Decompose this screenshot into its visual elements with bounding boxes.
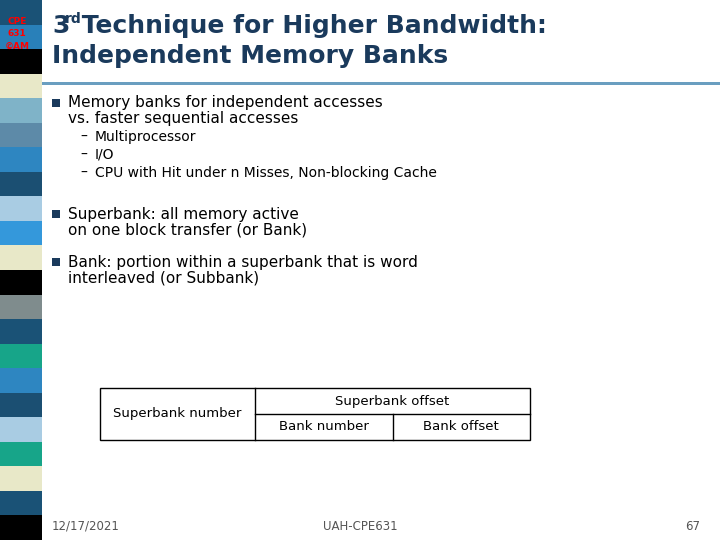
Text: Bank number: Bank number — [279, 421, 369, 434]
Bar — [0, 24, 42, 49]
Text: 67: 67 — [685, 519, 700, 532]
Bar — [0, 147, 42, 172]
Bar — [0, 49, 42, 73]
Text: Superbank number: Superbank number — [113, 408, 242, 421]
Bar — [0, 270, 42, 294]
Text: Technique for Higher Bandwidth:: Technique for Higher Bandwidth: — [73, 14, 547, 38]
Bar — [42, 82, 720, 85]
Text: Independent Memory Banks: Independent Memory Banks — [52, 44, 448, 68]
Text: UAH-CPE631: UAH-CPE631 — [323, 519, 397, 532]
Bar — [0, 0, 42, 24]
Bar — [0, 319, 42, 343]
Text: Bank: portion within a superbank that is word: Bank: portion within a superbank that is… — [68, 254, 418, 269]
Text: vs. faster sequential accesses: vs. faster sequential accesses — [68, 111, 298, 126]
Bar — [100, 388, 530, 440]
Text: Bank offset: Bank offset — [423, 421, 499, 434]
Bar — [0, 343, 42, 368]
Text: rd: rd — [65, 12, 82, 26]
Bar — [0, 516, 42, 540]
Bar — [0, 368, 42, 393]
Bar — [0, 197, 42, 221]
Bar — [0, 123, 42, 147]
Text: CPE: CPE — [7, 17, 27, 26]
Text: 12/17/2021: 12/17/2021 — [52, 519, 120, 532]
Bar — [0, 294, 42, 319]
Bar — [52, 210, 60, 218]
Text: Superbank: all memory active: Superbank: all memory active — [68, 206, 299, 221]
Bar — [0, 442, 42, 467]
Bar — [52, 99, 60, 107]
Text: on one block transfer (or Bank): on one block transfer (or Bank) — [68, 222, 307, 238]
Text: 631: 631 — [8, 30, 27, 38]
Bar — [0, 73, 42, 98]
Bar — [52, 258, 60, 266]
Bar — [0, 172, 42, 197]
Text: –: – — [80, 166, 87, 180]
Text: Memory banks for independent accesses: Memory banks for independent accesses — [68, 96, 383, 111]
Text: I/O: I/O — [95, 148, 114, 162]
Text: 3: 3 — [52, 14, 69, 38]
Bar — [0, 393, 42, 417]
Text: Multiprocessor: Multiprocessor — [95, 130, 197, 144]
Bar — [0, 246, 42, 270]
Text: CPU with Hit under n Misses, Non-blocking Cache: CPU with Hit under n Misses, Non-blockin… — [95, 166, 437, 180]
Bar — [0, 98, 42, 123]
Text: ©AM: ©AM — [4, 42, 30, 51]
Text: interleaved (or Subbank): interleaved (or Subbank) — [68, 271, 259, 286]
Text: –: – — [80, 148, 87, 162]
Bar — [0, 417, 42, 442]
Bar — [0, 221, 42, 246]
Bar — [0, 467, 42, 491]
Bar — [0, 491, 42, 516]
Text: –: – — [80, 130, 87, 144]
Text: Superbank offset: Superbank offset — [336, 395, 449, 408]
